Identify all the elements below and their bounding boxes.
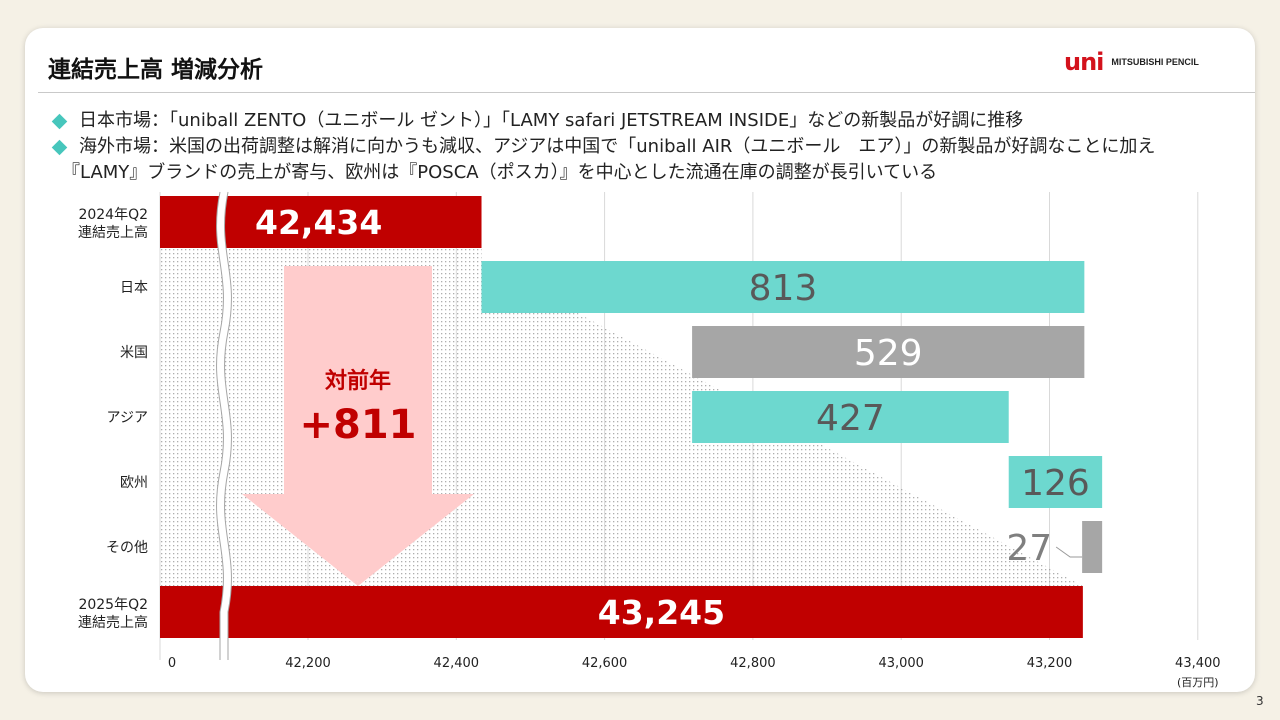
x-tick-label: 42,400 — [434, 656, 480, 671]
axis-break-band — [216, 191, 232, 660]
category-label: 欧州 — [120, 475, 148, 491]
category-label: 2025年Q2 — [78, 597, 148, 613]
category-label: 日本 — [120, 280, 148, 296]
waterfall-bar — [1008, 456, 1103, 508]
axis-break-line — [216, 191, 224, 660]
x-tick-label: 42,200 — [285, 656, 331, 671]
title-divider — [38, 92, 1255, 93]
data-label: 42,434 — [255, 203, 382, 242]
annotation-value: +811 — [299, 402, 416, 448]
category-label: その他 — [106, 540, 148, 556]
axis-break-line — [224, 191, 232, 660]
x-tick-label: 42,800 — [730, 656, 776, 671]
x-tick-label: 43,400 — [1175, 656, 1221, 671]
category-label: 米国 — [120, 345, 148, 361]
unit-label: (百万円) — [1177, 676, 1219, 689]
x-tick-label: 0 — [168, 656, 176, 671]
bullet-item: 海外市場：米国の出荷調整は解消に向かうも減収、アジアは中国で「uniball A… — [50, 134, 1155, 160]
data-label: 427 — [816, 398, 885, 439]
category-label: アジア — [107, 410, 148, 426]
waterfall-bar — [692, 326, 1085, 378]
category-label: 2024年Q2 — [78, 207, 148, 223]
page-title: 連結売上高 増減分析 — [48, 57, 264, 83]
bullet-text: 海外市場：米国の出荷調整は解消に向かうも減収、アジアは中国で「uniball A… — [79, 136, 1156, 157]
waterfall-bar — [160, 586, 1083, 638]
x-tick-label: 42,600 — [582, 656, 628, 671]
uni-logo-mark: uni — [1064, 48, 1104, 76]
data-label: 813 — [749, 268, 818, 309]
bullet-text: 日本市場：「uniball ZENTO（ユニボール ゼント）」「LAMY saf… — [79, 110, 1024, 131]
category-label: 連結売上高 — [78, 614, 148, 631]
annotation-label: 対前年 — [325, 368, 391, 394]
waterfall-bar — [160, 196, 482, 248]
data-label: 529 — [854, 333, 923, 374]
waterfall-bar — [481, 261, 1085, 313]
category-label: 連結売上高 — [78, 224, 148, 241]
data-label: 43,245 — [598, 593, 725, 632]
label-leader-line — [1055, 546, 1083, 558]
x-tick-label: 43,000 — [878, 656, 924, 671]
x-tick-label: 43,200 — [1027, 656, 1073, 671]
company-logo: uni MITSUBISHI PENCIL — [1064, 50, 1199, 74]
year-over-year-arrow — [242, 266, 474, 586]
page-number: 3 — [1256, 694, 1264, 708]
waterfall-bar — [1082, 521, 1103, 573]
bullet-continuation: 『LAMY』ブランドの売上が寄与、欧州は『POSCA（ポスカ）』を中心とした流通… — [62, 162, 938, 183]
bullet-item: 日本市場：「uniball ZENTO（ユニボール ゼント）」「LAMY saf… — [50, 108, 1155, 134]
data-label: 27 — [1006, 528, 1052, 569]
waterfall-bar — [692, 391, 1009, 443]
data-label: 126 — [1021, 463, 1090, 504]
bullet-list: 日本市場：「uniball ZENTO（ユニボール ゼント）」「LAMY saf… — [50, 108, 1155, 186]
logo-text: MITSUBISHI PENCIL — [1111, 57, 1199, 67]
